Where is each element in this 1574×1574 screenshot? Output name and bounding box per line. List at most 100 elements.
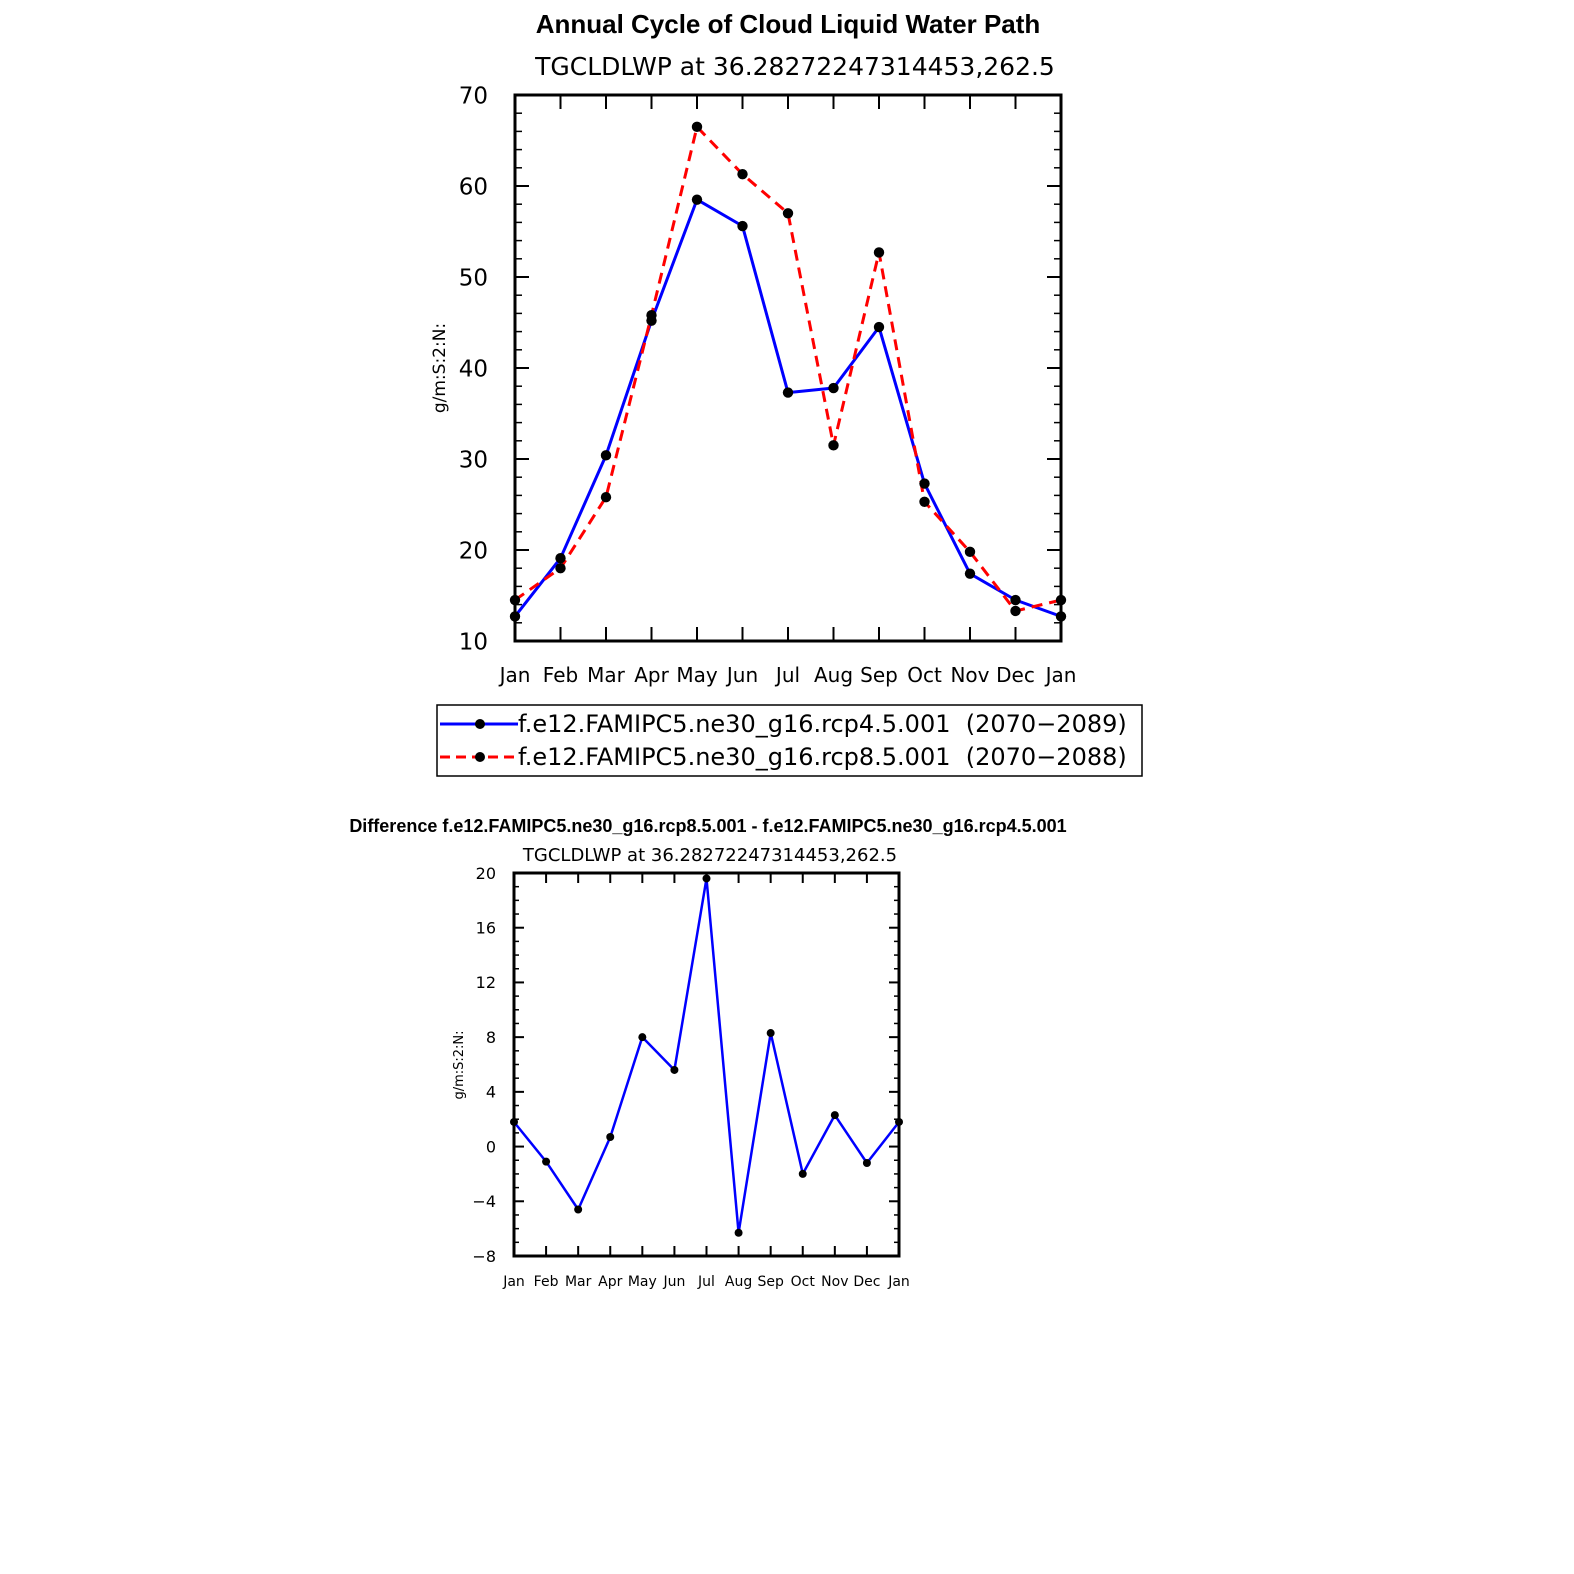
x-tick-label: May	[676, 663, 718, 687]
c2-series-1-point	[638, 1033, 647, 1042]
legend-label-series-a: f.e12.FAMIPC5.ne30_g16.rcp4.5.001 (2070−…	[518, 710, 1127, 738]
c1-series-2-point	[600, 492, 612, 503]
c1-series-1-point	[828, 382, 839, 394]
y-tick-label: 8	[486, 1028, 496, 1047]
difference-chart: Difference f.e12.FAMIPC5.ne30_g16.rcp8.5…	[349, 816, 1066, 1290]
c1-series-2-point	[919, 496, 930, 507]
x-tick-label: Aug	[814, 663, 853, 687]
c1-series-1-point	[1010, 594, 1021, 606]
y-tick-label: 40	[459, 356, 488, 382]
chart2-subtitle: TGCLDLWP at 36.28272247314453,262.5	[522, 845, 897, 866]
chart1-y-axis-label: g/m:S:2:N:	[430, 323, 450, 413]
y-tick-label: 50	[459, 265, 488, 291]
x-tick-label: Oct	[791, 1274, 816, 1290]
chart2-y-tick-labels: −8 −4 0 4 8 12 16 20	[472, 864, 496, 1266]
chart1-markers	[509, 121, 1067, 622]
x-tick-label: Aug	[725, 1274, 752, 1290]
x-tick-label: Jul	[697, 1274, 715, 1290]
c2-series-1-point	[670, 1065, 679, 1074]
c2-series-1-point	[798, 1169, 807, 1178]
chart1-subtitle: TGCLDLWP at 36.28272247314453,262.5	[534, 52, 1055, 81]
legend-box	[436, 704, 1143, 777]
x-tick-label: Nov	[821, 1274, 848, 1290]
chart2-axes	[512, 871, 901, 1258]
c2-series-line-1	[513, 877, 900, 1234]
y-tick-label: 60	[459, 174, 488, 200]
x-tick-label: Jun	[662, 1274, 685, 1290]
c1-series-2-point	[873, 247, 885, 258]
c1-series-1-point	[1055, 611, 1067, 622]
chart2-y-axis-label: g/m:S:2:N:	[452, 1030, 467, 1099]
x-tick-label: Jun	[725, 663, 758, 687]
c1-series-2-point	[828, 440, 839, 451]
x-tick-label: Sep	[860, 663, 898, 687]
c2-series-1-point	[542, 1157, 551, 1166]
c1-series-1-point	[737, 220, 748, 232]
c1-series-2-point	[646, 310, 657, 321]
x-tick-label: Apr	[598, 1274, 622, 1290]
x-tick-label: Feb	[543, 663, 578, 687]
x-tick-label: Dec	[853, 1274, 880, 1290]
x-tick-label: Jan	[1044, 663, 1077, 687]
c2-series-1-point	[574, 1205, 583, 1214]
c1-series-2-point	[509, 594, 521, 606]
chart1-title: Annual Cycle of Cloud Liquid Water Path	[536, 9, 1041, 39]
chart2-x-tick-labels: Jan Feb Mar Apr May Jun Jul Aug Sep Oct Nov Dec Jan	[502, 1274, 910, 1290]
c2-series-1-point	[895, 1117, 903, 1126]
x-tick-label: Mar	[587, 663, 626, 687]
c1-series-1-point	[555, 552, 566, 564]
c1-series-2-point	[691, 121, 703, 133]
c2-series-1-point	[510, 1117, 518, 1126]
c2-series-1-point	[606, 1132, 615, 1141]
y-tick-label: 30	[459, 447, 488, 473]
x-tick-label: Jul	[774, 663, 800, 687]
c1-series-2-point	[555, 563, 566, 574]
c1-series-2-point	[964, 546, 976, 558]
legend-marker-series-a	[475, 719, 485, 729]
x-tick-label: Dec	[996, 663, 1035, 687]
y-tick-label: 4	[486, 1083, 496, 1102]
chart1-y-tick-labels: 10 20 30 40 50 60 70	[459, 83, 488, 655]
c2-series-1-point	[830, 1111, 839, 1120]
y-tick-label: 20	[476, 864, 496, 883]
c2-series-1-point	[862, 1158, 871, 1167]
x-tick-label: Sep	[757, 1274, 784, 1290]
chart1-x-tick-labels: Jan Feb Mar Apr May Jun Jul Aug Sep Oct Nov Dec Jan	[498, 663, 1077, 687]
c2-series-1-point	[766, 1029, 775, 1038]
chart2-title: Difference f.e12.FAMIPC5.ne30_g16.rcp8.5…	[349, 816, 1066, 836]
c1-series-1-point	[509, 611, 521, 622]
c1-series-line-2	[514, 125, 1062, 613]
c1-series-line-1	[513, 198, 1062, 618]
c1-series-2-point	[782, 208, 794, 219]
chart1-series-lines	[513, 125, 1062, 618]
x-tick-label: Feb	[534, 1274, 559, 1290]
legend: f.e12.FAMIPC5.ne30_g16.rcp4.5.001 (2070−…	[436, 704, 1143, 777]
y-tick-label: 20	[459, 538, 488, 564]
c1-series-1-point	[600, 450, 612, 461]
x-tick-label: Jan	[887, 1274, 910, 1290]
chart2-series-lines	[513, 877, 900, 1234]
c1-series-2-point	[737, 168, 748, 180]
x-tick-label: Jan	[498, 663, 531, 687]
x-tick-label: Jan	[502, 1274, 525, 1290]
c2-series-1-point	[734, 1228, 743, 1237]
x-tick-label: Oct	[907, 663, 942, 687]
x-tick-label: Mar	[565, 1274, 592, 1290]
annual-cycle-chart: Annual Cycle of Cloud Liquid Water Path …	[430, 9, 1076, 687]
x-tick-label: May	[628, 1274, 657, 1290]
chart2-markers	[510, 874, 903, 1237]
c1-series-1-point	[873, 321, 885, 333]
chart1-axes	[513, 93, 1063, 643]
c1-series-1-point	[782, 387, 794, 398]
legend-marker-series-b	[475, 752, 485, 762]
c2-series-1-point	[702, 874, 711, 883]
y-tick-label: 0	[486, 1137, 496, 1156]
c1-series-1-point	[691, 194, 703, 205]
c1-series-2-point	[1010, 605, 1021, 617]
y-tick-label: −8	[472, 1247, 496, 1266]
y-tick-label: 70	[459, 83, 488, 109]
legend-label-series-b: f.e12.FAMIPC5.ne30_g16.rcp8.5.001 (2070−…	[518, 743, 1127, 771]
y-tick-label: 12	[476, 973, 496, 992]
c1-plot-frame	[513, 93, 1063, 643]
x-tick-label: Apr	[634, 663, 669, 687]
